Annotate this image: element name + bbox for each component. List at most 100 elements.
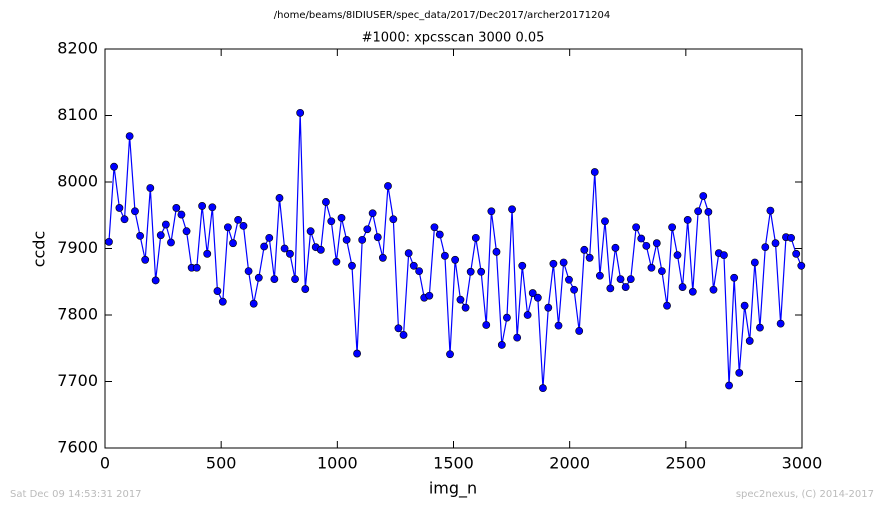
data-point bbox=[590, 168, 599, 176]
data-point bbox=[337, 214, 346, 222]
data-point bbox=[389, 215, 398, 224]
data-point bbox=[291, 275, 299, 283]
data-point bbox=[792, 249, 801, 258]
data-point bbox=[363, 225, 372, 234]
data-point bbox=[642, 241, 651, 250]
data-point bbox=[373, 233, 382, 242]
data-point bbox=[725, 381, 733, 390]
data-point bbox=[368, 209, 377, 218]
data-point bbox=[570, 285, 578, 294]
data-point bbox=[559, 258, 568, 267]
data-point bbox=[182, 227, 191, 236]
data-point bbox=[482, 321, 491, 329]
data-point bbox=[750, 258, 759, 267]
data-point bbox=[229, 239, 237, 248]
data-point bbox=[704, 208, 713, 216]
data-point bbox=[224, 223, 232, 232]
data-point bbox=[399, 331, 408, 339]
suptitle: /home/beams/8IDIUSER/spec_data/2017/Dec2… bbox=[274, 10, 610, 21]
data-point bbox=[766, 206, 775, 215]
data-point bbox=[508, 205, 516, 214]
data-point bbox=[621, 283, 630, 291]
x-tick-label: 500 bbox=[206, 454, 237, 473]
data-point bbox=[528, 289, 537, 297]
data-point bbox=[652, 239, 661, 248]
data-point bbox=[306, 227, 315, 236]
data-point bbox=[167, 238, 175, 247]
data-point bbox=[668, 223, 677, 232]
data-point bbox=[260, 242, 269, 251]
data-point bbox=[136, 231, 144, 240]
data-point bbox=[461, 303, 470, 312]
x-tick-label: 2000 bbox=[549, 454, 590, 473]
data-point bbox=[740, 301, 749, 310]
data-point bbox=[539, 384, 547, 393]
x-tick-label: 3000 bbox=[782, 454, 823, 473]
y-tick-label: 7800 bbox=[57, 305, 98, 324]
data-point bbox=[544, 303, 553, 312]
data-point bbox=[394, 324, 403, 333]
data-point bbox=[626, 275, 635, 283]
data-point bbox=[327, 217, 336, 226]
data-point bbox=[280, 244, 289, 253]
y-tick-label: 7700 bbox=[57, 371, 98, 390]
data-point bbox=[203, 249, 212, 258]
data-point bbox=[234, 216, 243, 224]
data-point bbox=[585, 253, 594, 262]
data-point bbox=[425, 291, 434, 300]
data-point bbox=[647, 263, 656, 272]
data-point bbox=[286, 249, 294, 258]
data-point bbox=[213, 287, 222, 295]
data-point bbox=[125, 132, 134, 141]
x-tick-label: 2500 bbox=[665, 454, 706, 473]
data-point bbox=[658, 267, 666, 276]
data-point bbox=[497, 341, 506, 349]
data-point bbox=[358, 235, 367, 244]
y-tick-label: 7900 bbox=[57, 238, 98, 257]
data-point bbox=[709, 285, 718, 294]
data-point bbox=[451, 255, 460, 264]
y-tick-label: 8000 bbox=[57, 172, 98, 191]
data-point bbox=[735, 368, 744, 377]
data-point bbox=[441, 251, 449, 260]
data-point bbox=[601, 217, 609, 226]
data-point bbox=[151, 276, 160, 285]
x-axis-label: img_n bbox=[429, 479, 477, 499]
data-point bbox=[699, 192, 708, 200]
data-point bbox=[105, 237, 113, 246]
data-point bbox=[663, 301, 671, 310]
credit: spec2nexus, (C) 2014-2017 bbox=[736, 489, 874, 500]
data-point bbox=[637, 234, 646, 243]
data-point bbox=[611, 243, 620, 252]
data-point bbox=[404, 249, 413, 258]
data-point bbox=[466, 267, 475, 276]
data-point bbox=[720, 251, 728, 260]
data-point bbox=[141, 255, 150, 264]
data-point bbox=[172, 204, 181, 212]
data-point bbox=[218, 297, 227, 306]
data-point bbox=[239, 221, 248, 230]
data-point bbox=[296, 108, 305, 117]
data-point bbox=[430, 223, 439, 232]
y-tick-label: 8100 bbox=[57, 105, 98, 124]
data-point bbox=[446, 350, 454, 359]
data-point bbox=[492, 247, 501, 256]
data-point bbox=[683, 216, 692, 224]
data-point bbox=[694, 207, 703, 216]
data-point bbox=[198, 202, 207, 210]
data-point bbox=[146, 184, 155, 192]
data-point bbox=[415, 267, 424, 276]
data-point bbox=[384, 182, 392, 190]
data-point bbox=[787, 233, 795, 242]
data-point bbox=[275, 194, 284, 202]
data-point bbox=[161, 220, 170, 229]
data-point bbox=[316, 245, 325, 254]
timestamp: Sat Dec 09 14:53:31 2017 bbox=[10, 489, 142, 500]
data-point bbox=[797, 261, 806, 270]
data-point bbox=[523, 311, 532, 319]
data-point bbox=[756, 323, 764, 332]
chart-title: #1000: xpcsscan 3000 0.05 bbox=[362, 31, 545, 46]
data-point bbox=[270, 275, 279, 283]
x-tick-label: 0 bbox=[100, 454, 110, 473]
data-point bbox=[409, 261, 418, 270]
